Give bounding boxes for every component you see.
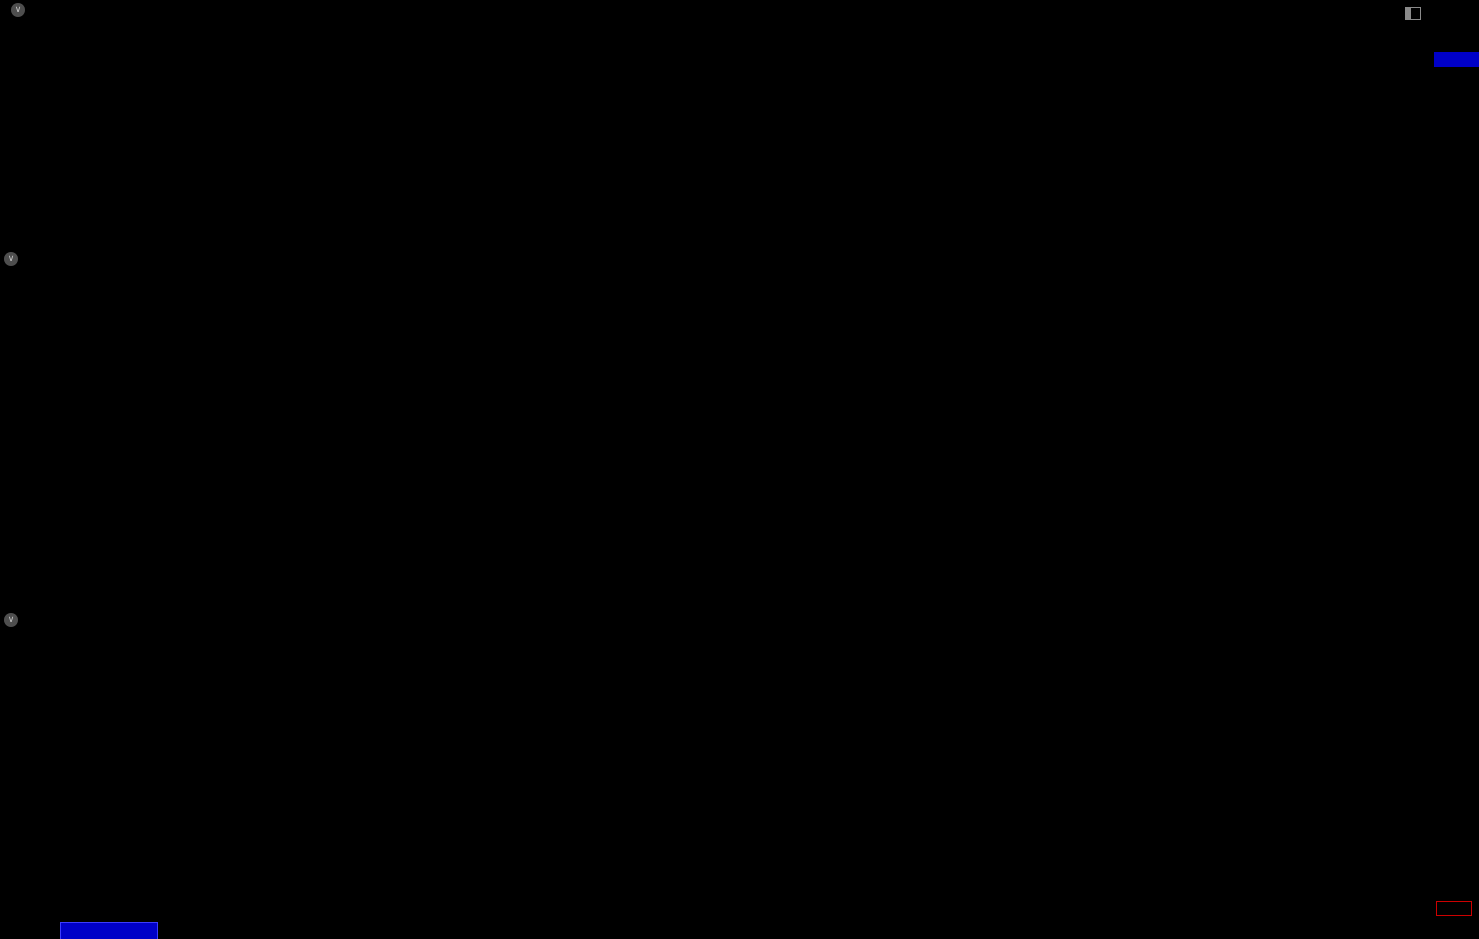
collapse-indicator-icon[interactable]: ∨ — [4, 252, 18, 266]
volume-unit-badge — [1436, 901, 1472, 916]
volume-titlebar: ∨ — [4, 610, 54, 630]
collapse-main-icon[interactable]: ∨ — [11, 2, 25, 17]
indicator-titlebar: ∨ — [4, 249, 80, 269]
collapse-volume-icon[interactable]: ∨ — [4, 613, 18, 627]
last-price-tag — [1434, 52, 1479, 67]
date-box[interactable] — [60, 922, 158, 939]
split-window-icon[interactable] — [1405, 7, 1421, 20]
status-bar — [0, 922, 1479, 939]
top-titlebar: ∨ — [4, 0, 32, 19]
